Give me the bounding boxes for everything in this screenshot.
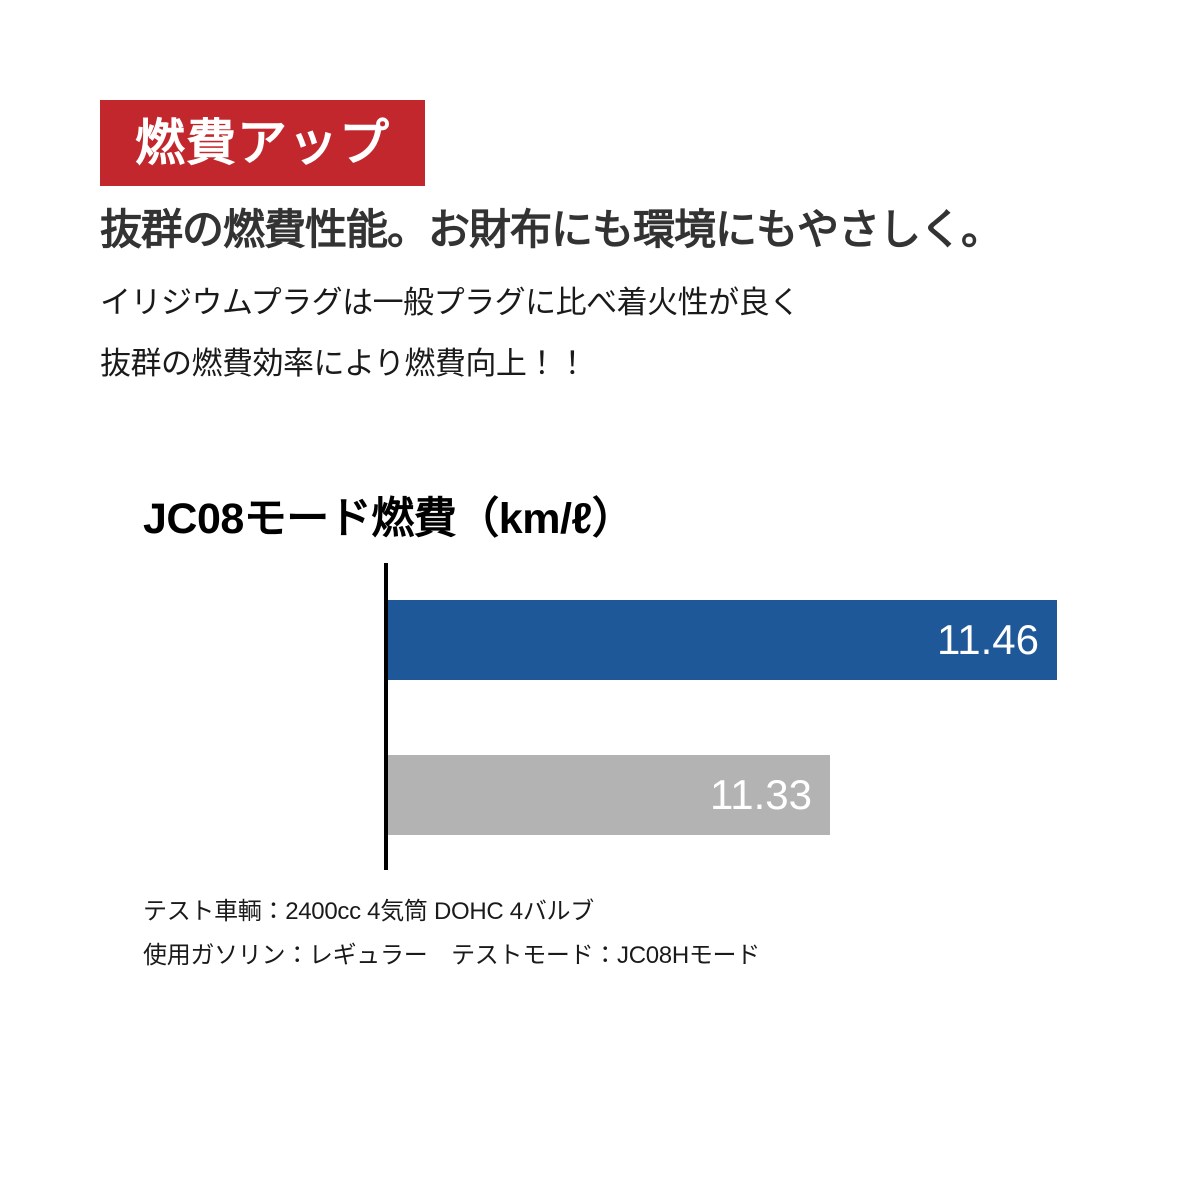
footnote-fuel-and-mode: 使用ガソリン：レギュラー テストモード：JC08Hモード — [143, 942, 760, 969]
body-copy-line-2: 抜群の燃費効率により燃費向上！！ — [100, 346, 588, 381]
body-copy: イリジウムプラグは一般プラグに比べ着火性が良く 抜群の燃費効率により燃費向上！！ — [100, 287, 800, 409]
footnote-test-vehicle: テスト車輌：2400cc 4気筒 DOHC 4バルブ — [143, 898, 594, 925]
bar-value-iridium: 11.46 — [937, 616, 1039, 663]
body-copy-line-1: イリジウムプラグは一般プラグに比べ着火性が良く — [100, 285, 800, 320]
chart-footnotes: テスト車輌：2400cc 4気筒 DOHC 4バルブ 使用ガソリン：レギュラー … — [143, 900, 760, 988]
bar-standard: 11.33 — [388, 755, 830, 835]
section-banner: 燃費アップ — [100, 100, 425, 186]
banner-label: 燃費アップ — [135, 115, 390, 171]
chart-axis-line — [384, 563, 388, 870]
chart-title: JC08モード燃費（km/ℓ） — [143, 495, 635, 543]
bar-iridium: 11.46 — [388, 600, 1057, 680]
page-headline: 抜群の燃費性能。お財布にも環境にもやさしく。 — [100, 206, 1003, 253]
bar-value-standard: 11.33 — [710, 771, 812, 818]
